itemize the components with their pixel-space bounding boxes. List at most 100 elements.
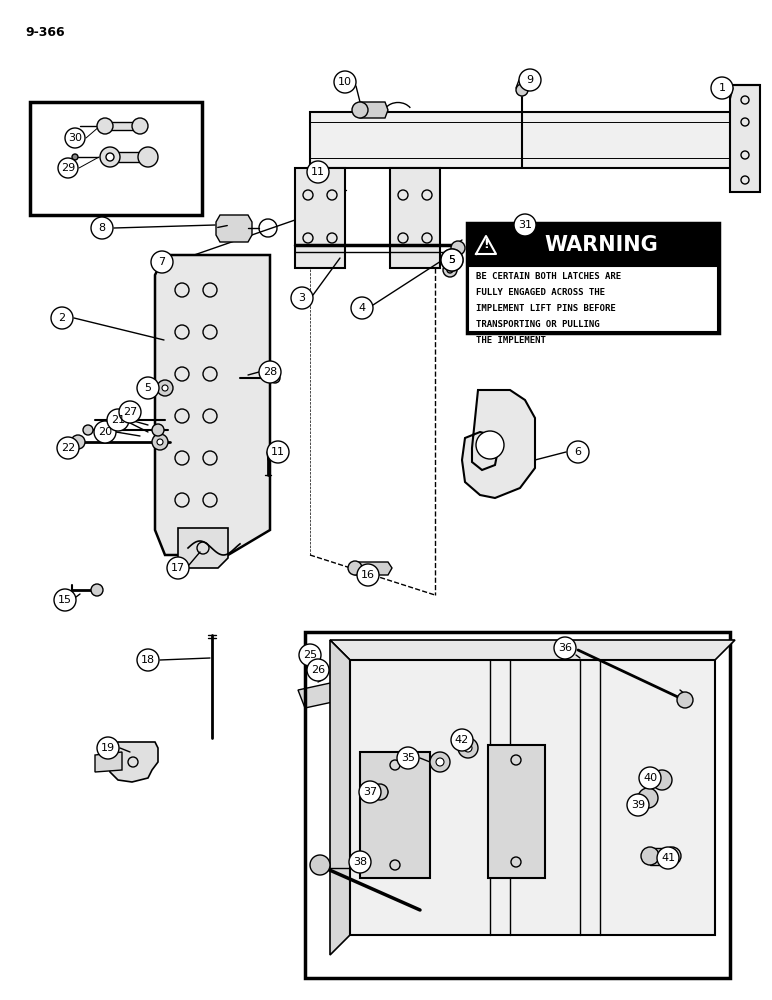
Circle shape [57,437,79,459]
Polygon shape [110,152,148,162]
Circle shape [259,361,281,383]
Text: 5: 5 [449,255,455,265]
Circle shape [270,373,280,383]
Circle shape [436,758,444,766]
Text: 5: 5 [449,255,455,265]
Circle shape [299,644,321,666]
Circle shape [443,263,457,277]
Text: 5: 5 [144,383,151,393]
Text: 22: 22 [61,443,75,453]
Text: 7: 7 [158,257,165,267]
Circle shape [58,158,78,178]
Text: 31: 31 [518,220,532,230]
Text: 4: 4 [358,303,366,313]
Text: 9: 9 [527,75,533,85]
Polygon shape [372,787,388,797]
Circle shape [151,251,173,273]
Text: 15: 15 [58,595,72,605]
Circle shape [152,424,164,436]
Polygon shape [350,660,715,935]
Polygon shape [650,848,672,865]
Text: 30: 30 [68,133,82,143]
Polygon shape [108,742,158,782]
Text: 16: 16 [361,570,375,580]
Circle shape [100,147,120,167]
Circle shape [291,287,313,309]
Circle shape [310,855,330,875]
Circle shape [97,737,119,759]
Circle shape [351,297,373,319]
Circle shape [441,249,463,271]
Text: 20: 20 [98,427,112,437]
Circle shape [334,71,356,93]
Polygon shape [390,168,440,268]
Text: 17: 17 [171,563,185,573]
Circle shape [397,747,419,769]
Circle shape [307,659,329,681]
Text: 40: 40 [643,773,657,783]
Polygon shape [330,640,350,955]
Circle shape [519,69,541,91]
Circle shape [638,788,658,808]
Text: !: ! [483,238,489,251]
Text: 1: 1 [719,83,726,93]
Circle shape [516,84,528,96]
Circle shape [451,729,473,751]
Bar [468,266,718,332]
Circle shape [162,385,168,391]
Circle shape [157,439,163,445]
Text: 19: 19 [101,743,115,753]
Circle shape [476,431,504,459]
Text: 11: 11 [271,447,285,457]
Text: 3: 3 [299,293,306,303]
Polygon shape [462,390,535,498]
Circle shape [567,441,589,463]
Text: TRANSPORTING OR PULLING: TRANSPORTING OR PULLING [476,320,600,329]
Circle shape [657,847,679,869]
Circle shape [137,649,159,671]
Circle shape [91,584,103,596]
Text: 10: 10 [338,77,352,87]
Text: 18: 18 [141,655,155,665]
Circle shape [652,770,672,790]
Text: 39: 39 [631,800,645,810]
Circle shape [357,564,379,586]
Text: IMPLEMENT LIFT PINS BEFORE: IMPLEMENT LIFT PINS BEFORE [476,304,616,313]
Circle shape [72,154,78,160]
Circle shape [352,102,368,118]
Circle shape [639,767,661,789]
Bar [468,224,718,266]
Bar [467,223,719,333]
Polygon shape [351,562,392,575]
Polygon shape [216,215,252,242]
Circle shape [119,401,141,423]
Bar [468,224,718,332]
Circle shape [359,781,381,803]
Circle shape [464,744,472,752]
Circle shape [441,249,463,271]
Polygon shape [360,752,430,878]
Circle shape [663,847,681,865]
Circle shape [107,409,129,431]
Polygon shape [639,793,657,803]
Circle shape [554,637,576,659]
Circle shape [152,434,168,450]
Polygon shape [330,640,735,660]
Text: 28: 28 [263,367,277,377]
Text: 38: 38 [353,857,367,867]
Text: 8: 8 [99,223,106,233]
Circle shape [137,377,159,399]
Circle shape [83,425,93,435]
Text: FULLY ENGAGED ACROSS THE: FULLY ENGAGED ACROSS THE [476,288,605,297]
Circle shape [641,847,659,865]
Polygon shape [295,168,345,268]
Circle shape [157,380,173,396]
Circle shape [514,214,536,236]
Text: 42: 42 [455,735,469,745]
Circle shape [94,421,116,443]
Polygon shape [95,752,122,772]
Circle shape [167,557,189,579]
Circle shape [91,217,113,239]
Circle shape [348,561,362,575]
Polygon shape [357,102,388,118]
